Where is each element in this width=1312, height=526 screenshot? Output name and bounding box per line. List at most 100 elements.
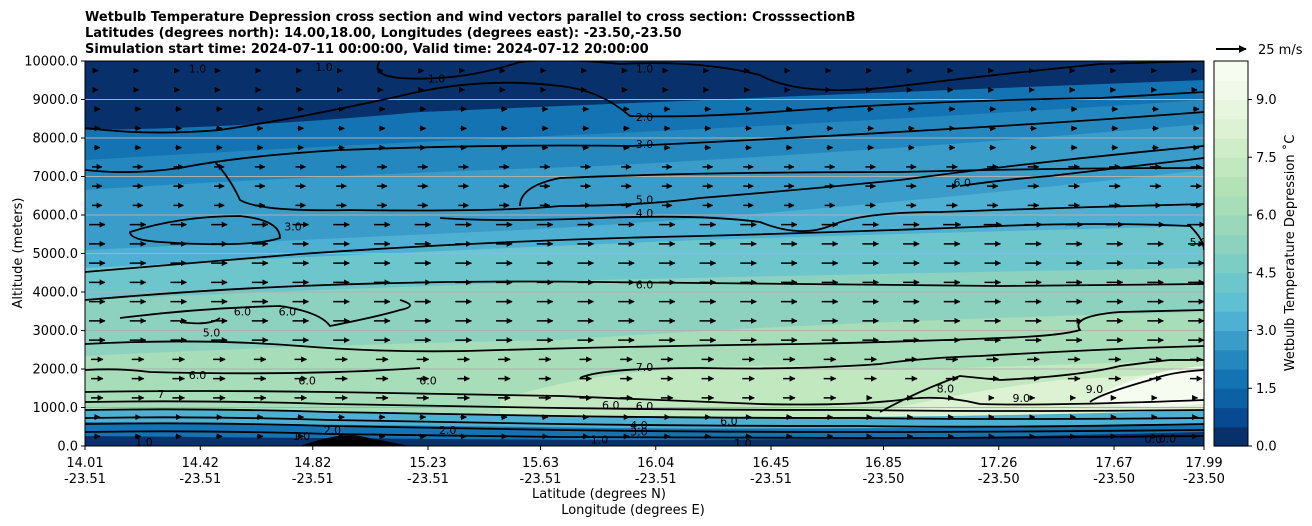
x-tick-label-lon: -23.50 — [1183, 472, 1225, 487]
colorbar: 0.0 1.5 3.0 4.5 6.0 7.5 9.0 — [1213, 60, 1277, 455]
contour-label: 3.0 — [284, 221, 302, 234]
contour-label: 1.0 — [428, 72, 446, 85]
x-tick-label-lon: -23.51 — [750, 472, 792, 487]
contour-label: 6.0 — [234, 305, 252, 318]
x-tick-label-lon: -23.51 — [635, 472, 677, 487]
colorbar-segment — [1214, 157, 1248, 178]
colorbar-segment — [1214, 99, 1248, 120]
contour-label: 0.0 — [1159, 432, 1177, 445]
colorbar-segment — [1214, 330, 1248, 351]
contour-label: 6.0 — [419, 375, 437, 388]
x-tick-label-lon: -23.51 — [407, 472, 449, 487]
colorbar-segment — [1214, 234, 1248, 255]
y-tick-label: 5000.0 — [33, 247, 79, 262]
colorbar-tick-label: 7.5 — [1256, 151, 1277, 166]
contour-label: 1.0 — [636, 63, 654, 76]
colorbar-segment — [1214, 388, 1248, 409]
contour-low-6 — [85, 390, 1204, 406]
contour-label: 1.0 — [315, 61, 333, 74]
chart-title-line-1: Wetbulb Temperature Depression cross sec… — [85, 10, 855, 25]
contour-label: 6.0 — [720, 415, 738, 428]
contour-label: 1.0 — [734, 437, 752, 450]
contour-4 — [439, 203, 1204, 233]
x-axis: 14.01-23.5114.42-23.5114.82-23.5115.23-2… — [64, 446, 1225, 487]
colorbar-tick-label: 3.0 — [1256, 324, 1277, 339]
contour-3-cell — [129, 215, 281, 246]
contour-label: 9.0 — [1086, 383, 1104, 396]
colorbar-segment — [1214, 407, 1248, 428]
colorbar-segment — [1214, 195, 1248, 216]
x-tick-label-lat: 17.26 — [980, 456, 1017, 471]
x-tick-label-lat: 17.99 — [1185, 456, 1222, 471]
colorbar-tick-label: 4.5 — [1256, 266, 1277, 281]
grid-lines — [85, 99, 1204, 408]
x-tick-label-lat: 14.42 — [182, 456, 219, 471]
x-tick-label-lat: 15.23 — [409, 456, 446, 471]
contour-label: 1.0 — [293, 430, 311, 443]
colorbar-segment — [1214, 215, 1248, 235]
y-axis-label: Altitude (meters) — [11, 198, 26, 309]
contour-label: 1.0 — [591, 433, 609, 446]
contour-label: 6.0 — [953, 176, 971, 189]
colorbar-segment — [1214, 292, 1248, 312]
y-tick-label: 6000.0 — [33, 209, 79, 224]
terrain — [300, 435, 410, 446]
colorbar-frame — [1213, 60, 1249, 447]
x-tick-label-lon: -23.51 — [520, 472, 562, 487]
contour-9 — [1089, 369, 1204, 403]
x-tick-label-lat: 15.63 — [522, 456, 559, 471]
contour-label: 8.0 — [937, 382, 955, 395]
x-tick-label-lon: -23.51 — [64, 472, 106, 487]
contour-label: 5.0 — [636, 194, 654, 207]
wind-key-label: 25 m/s — [1258, 43, 1303, 58]
x-axis-label-longitude: Longitude (degrees E) — [561, 503, 705, 518]
y-tick-label: 10000.0 — [24, 55, 78, 70]
x-tick-label-lat: 16.45 — [752, 456, 789, 471]
wind-vectors — [89, 67, 1204, 440]
x-tick-label-lon: -23.51 — [179, 472, 221, 487]
contour-label: 4.0 — [630, 419, 648, 432]
contour-label: 1.0 — [189, 63, 207, 76]
contour-label: 0.0 — [1145, 433, 1163, 446]
colorbar-tick-label: 6.0 — [1256, 209, 1277, 224]
contour-label: 1.0 — [135, 436, 153, 449]
contour-2 — [85, 81, 1204, 134]
y-tick-label: 9000.0 — [33, 93, 79, 108]
contour-label: 5.0 — [1190, 236, 1208, 249]
y-tick-label: 8000.0 — [33, 132, 79, 147]
y-tick-label: 2000.0 — [33, 363, 79, 378]
colorbar-segment — [1214, 272, 1248, 293]
colorbar-segment — [1214, 80, 1248, 101]
x-tick-label-lon: -23.50 — [1093, 472, 1135, 487]
contour-7 — [579, 345, 1204, 379]
x-tick-label-lat: 16.85 — [865, 456, 902, 471]
x-tick-label-lon: -23.50 — [978, 472, 1020, 487]
contour-label: 6.0 — [189, 369, 207, 382]
x-tick-label-lat: 14.01 — [66, 456, 103, 471]
band-9-0 — [1090, 366, 1204, 407]
x-tick-label-lon: -23.50 — [863, 472, 905, 487]
colorbar-tick-label: 0.0 — [1256, 440, 1277, 455]
chart-title-line-2: Latitudes (degrees north): 14.00,18.00, … — [85, 26, 682, 41]
contour-label: 6.0 — [602, 399, 620, 412]
colorbar-segment — [1214, 311, 1248, 332]
contour-6 — [959, 157, 1204, 187]
colorbar-segment — [1214, 253, 1248, 274]
y-tick-label: 7000.0 — [33, 170, 79, 185]
colorbar-segment — [1214, 118, 1248, 139]
contour-label: 6.0 — [636, 278, 654, 291]
x-tick-label-lat: 17.67 — [1095, 456, 1132, 471]
colorbar-tick-label: 9.0 — [1256, 93, 1277, 108]
y-tick-label: 3000.0 — [33, 324, 79, 339]
contour-label: 6.0 — [636, 400, 654, 413]
y-axis: 0.0 1000.0 2000.0 3000.0 4000.0 5000.0 6000.0 7… — [24, 55, 85, 455]
colorbar-label: Wetbulb Temperature Depression ˚C — [1282, 135, 1298, 372]
x-tick-label-lon: -23.51 — [292, 472, 334, 487]
colorbar-segment — [1214, 426, 1248, 447]
contour-label: 6.0 — [279, 305, 297, 318]
contour-labels: 1.0 1.0 1.0 1.0 2.0 3.0 6.0 5.0 4.0 3.0 5.0 6.0 6.0 6… — [135, 61, 1208, 450]
contour-label: 2.0 — [324, 424, 342, 437]
contour-label: 3.0 — [636, 138, 654, 151]
